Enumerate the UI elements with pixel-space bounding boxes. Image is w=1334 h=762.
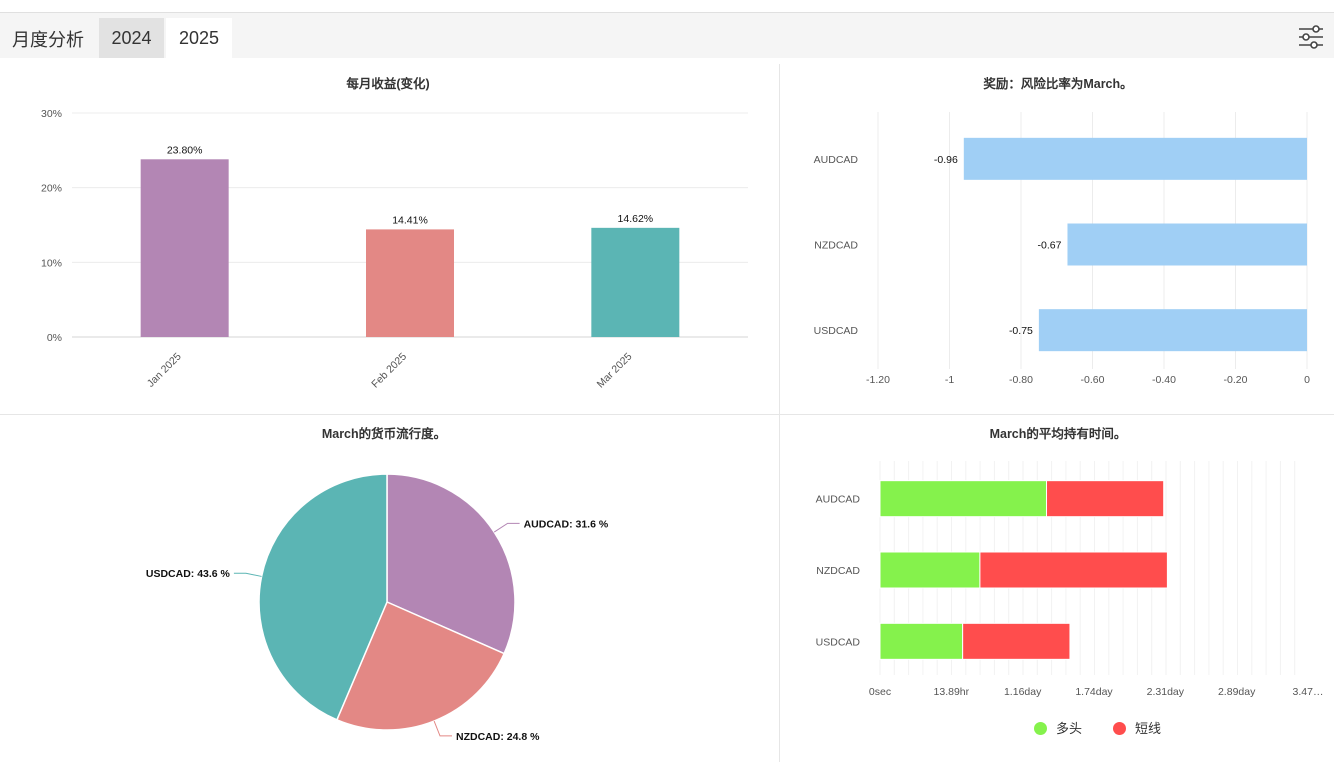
chart-title: March的货币流行度。 [322, 426, 446, 441]
legend-marker [1034, 722, 1047, 735]
bar-segment [1046, 480, 1165, 518]
legend-marker [1113, 722, 1126, 735]
y-tick-label: 10% [41, 257, 62, 269]
y-tick-label: AUDCAD [816, 494, 861, 506]
bar [1067, 223, 1307, 266]
x-tick-label: 2.89day [1218, 686, 1256, 698]
x-tick-label: 0sec [869, 686, 891, 698]
chart-title: 奖励：风险比率为March。 [983, 76, 1132, 91]
y-tick-label: 20% [41, 183, 62, 195]
x-tick-label: 1.74day [1075, 686, 1113, 698]
legend-item-long[interactable]: 多头 [1034, 718, 1082, 737]
x-tick-label: 3.47… [1293, 686, 1324, 698]
y-tick-label: 0% [47, 332, 62, 344]
y-tick-label: NZDCAD [816, 565, 860, 577]
chart-title: March的平均持有时间。 [990, 426, 1127, 441]
page-title: 月度分析 [12, 30, 84, 50]
monthly-returns-chart: 每月收益(变化) 0% 10% 20% 30% 23.80% Jan 2025 14.41%… [41, 76, 748, 391]
bar-segment [979, 551, 1168, 589]
bar-segment [879, 480, 1048, 518]
x-tick-label: 1.16day [1004, 686, 1042, 698]
bar [963, 137, 1307, 180]
chart-title: 每月收益(变化) [346, 76, 429, 91]
tab-2025[interactable]: 2025 [166, 18, 232, 58]
y-tick-label: AUDCAD [814, 154, 859, 166]
pie-data-label: AUDCAD: 31.6 % [524, 518, 609, 530]
x-tick-label: Jan 2025 [145, 351, 184, 390]
pie-data-label: NZDCAD: 24.8 % [456, 731, 540, 743]
reward-risk-chart: 奖励：风险比率为March。 -1.20 -1 -0.80 -0.60 -0.40 -0.… [814, 76, 1310, 386]
bar-data-label: 23.80% [167, 144, 203, 156]
x-tick-label: -0.20 [1224, 374, 1248, 386]
x-tick-label: -1 [945, 374, 954, 386]
bar-segment [879, 622, 964, 660]
tab-2024[interactable]: 2024 [99, 18, 164, 58]
x-tick-label: Feb 2025 [369, 351, 409, 391]
y-tick-label: NZDCAD [814, 240, 858, 252]
pie-slice [386, 473, 516, 655]
pie-data-label: USDCAD: 43.6 % [146, 568, 231, 580]
pie-connector [433, 720, 453, 737]
bar [140, 159, 229, 337]
bar-data-label: 14.41% [392, 214, 428, 226]
bar-segment [879, 551, 981, 589]
bar [1038, 309, 1307, 352]
currency-popularity-chart: March的货币流行度。 AUDCAD: 31.6 % NZDCAD: 24.8 … [146, 426, 609, 743]
x-tick-label: -0.80 [1009, 374, 1033, 386]
holding-time-chart: March的平均持有时间。 0sec 13.89hr 1.16day 1.74day 2… [816, 426, 1324, 698]
pie-connector [233, 572, 262, 577]
top-border [0, 12, 1334, 13]
legend-label: 多头 [1056, 721, 1083, 736]
bar-segment [962, 622, 1071, 660]
bar [366, 229, 454, 337]
holding-time-panel: March的平均持有时间。 0sec 13.89hr 1.16day 1.74day 2… [780, 415, 1334, 715]
bar-data-label: -0.67 [1038, 240, 1062, 252]
y-tick-label: USDCAD [814, 325, 859, 337]
pie-connector [493, 522, 520, 533]
legend-label: 短线 [1135, 721, 1162, 736]
x-tick-label: 2.31day [1147, 686, 1185, 698]
x-tick-label: -0.40 [1152, 374, 1176, 386]
x-tick-label: -0.60 [1081, 374, 1105, 386]
bar-data-label: 14.62% [618, 213, 654, 225]
header-bar: 月度分析 2024 2025 [0, 13, 1334, 58]
reward-risk-panel: 奖励：风险比率为March。 -1.20 -1 -0.80 -0.60 -0.40 -0.… [780, 64, 1334, 414]
y-tick-label: USDCAD [816, 636, 861, 648]
bar [591, 227, 680, 337]
bar-data-label: -0.96 [934, 154, 958, 166]
x-tick-label: 13.89hr [934, 686, 970, 698]
monthly-returns-panel: 每月收益(变化) 0% 10% 20% 30% 23.80% Jan 2025 14.41%… [0, 64, 779, 414]
sliders-icon[interactable] [1297, 23, 1325, 51]
bar-data-label: -0.75 [1009, 325, 1033, 337]
panel-divider-horizontal [0, 414, 1334, 415]
x-tick-label: -1.20 [866, 374, 890, 386]
currency-popularity-panel: March的货币流行度。 AUDCAD: 31.6 % NZDCAD: 24.8 … [0, 415, 779, 762]
x-tick-label: Mar 2025 [595, 351, 635, 391]
y-tick-label: 30% [41, 108, 62, 120]
legend-item-short[interactable]: 短线 [1113, 718, 1161, 737]
panel-divider-vertical [779, 64, 780, 762]
x-tick-label: 0 [1304, 374, 1310, 386]
